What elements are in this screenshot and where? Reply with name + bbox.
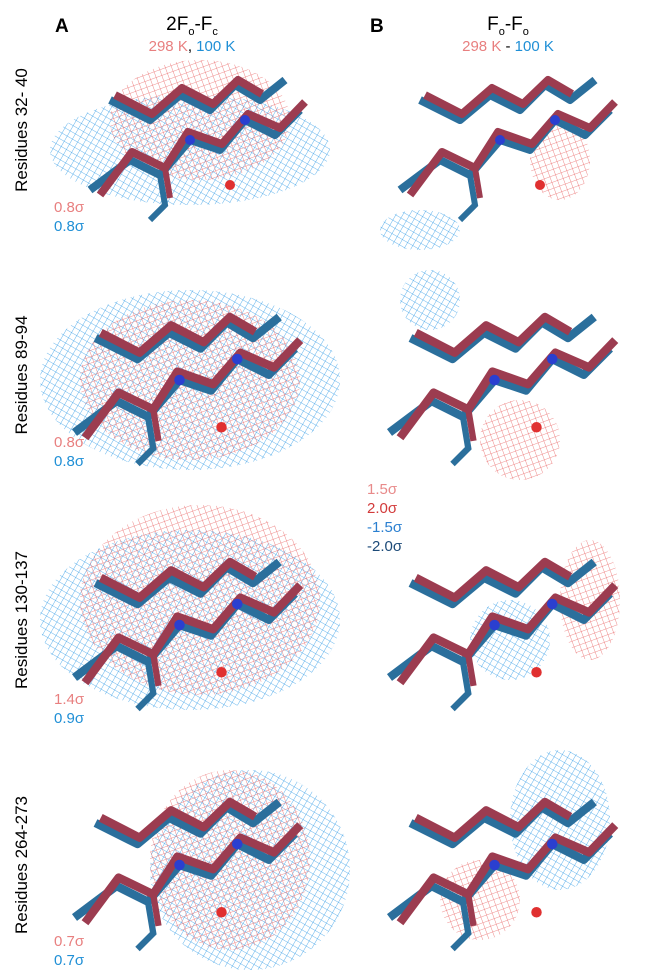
text: 0.8σ (54, 198, 84, 217)
text: 2F (166, 14, 188, 35)
panel-b (380, 80, 620, 949)
text: 0.8σ (54, 452, 84, 471)
text: F (487, 14, 499, 35)
row-label: Residues 264-273 (12, 796, 32, 934)
row-label: Residues 130-137 (12, 551, 32, 689)
text: 0.8σ (54, 217, 84, 236)
column-subtitle: 298 K - 100 K (462, 38, 554, 55)
text: -2.0σ (367, 537, 402, 556)
structures (0, 0, 650, 976)
text: -F (194, 14, 212, 35)
text: 0.7σ (54, 932, 84, 951)
row-label: Residues 32- 40 (12, 68, 32, 192)
panel-letter: B (370, 16, 384, 38)
text: - (501, 38, 514, 55)
text: 100 K (515, 38, 554, 55)
text: 0.7σ (54, 951, 84, 970)
text: 0.8σ (54, 433, 84, 452)
difference-sigma-levels: 1.5σ 2.0σ -1.5σ -2.0σ (367, 480, 402, 556)
text: 2.0σ (367, 499, 402, 518)
panel-letter: A (55, 16, 69, 38)
text: 1.4σ (54, 690, 84, 709)
text: , (188, 38, 196, 55)
text: -1.5σ (367, 518, 402, 537)
column-subtitle: 298 K, 100 K (149, 38, 236, 55)
figure: A B 2Fo-Fc Fo-Fo 298 K, 100 K 298 K - 10… (0, 0, 650, 976)
text: 298 K (149, 38, 188, 55)
column-title: 2Fo-Fc (166, 14, 218, 38)
row-label: Residues 89-94 (12, 315, 32, 434)
text: 298 K (462, 38, 501, 55)
panel-a (40, 60, 350, 970)
text: 0.9σ (54, 709, 84, 728)
text: 1.5σ (367, 480, 402, 499)
text: o (523, 26, 529, 38)
text: 100 K (196, 38, 235, 55)
column-title: Fo-Fo (487, 14, 529, 38)
text: c (212, 26, 218, 38)
text: -F (505, 14, 523, 35)
